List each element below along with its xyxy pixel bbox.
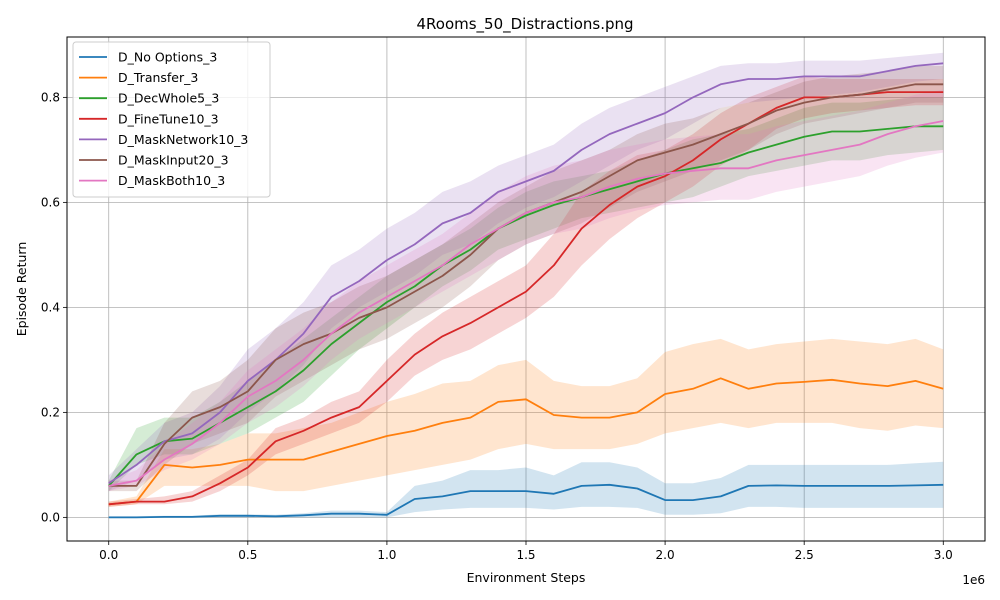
- legend-entry-d-maskinput20-3: D_MaskInput20_3: [79, 153, 229, 168]
- legend-entry-d-transfer-3: D_Transfer_3: [79, 70, 198, 85]
- legend-entry-d-finetune10-3: D_FineTune10_3: [79, 111, 219, 126]
- x-tick-label: 0.5: [238, 548, 257, 562]
- y-tick-label: 0.2: [41, 405, 60, 419]
- x-tick-label: 2.0: [656, 548, 675, 562]
- band-d-maskboth10-3: [108, 89, 944, 492]
- y-tick-label: 0.4: [41, 300, 60, 314]
- x-tick-label: 3.0: [934, 548, 953, 562]
- legend-label: D_No Options_3: [118, 50, 217, 65]
- legend-label: D_MaskBoth10_3: [118, 173, 225, 188]
- legend-entry-d-no-options-3: D_No Options_3: [79, 50, 217, 65]
- x-tick-label: 2.5: [795, 548, 814, 562]
- series-lines: [108, 62, 944, 519]
- legend-label: D_MaskInput20_3: [118, 153, 229, 168]
- band-d-no-options-3: [108, 461, 944, 518]
- series-line-d-no-options-3: [108, 483, 944, 519]
- legend-entry-d-masknetwork10-3: D_MaskNetwork10_3: [79, 132, 248, 147]
- y-tick-label: 0.8: [41, 90, 60, 104]
- y-axis-ticks: 0.0 0.2 0.4 0.6 0.8: [41, 90, 67, 524]
- legend-entry-d-decwhole5-3: D_DecWhole5_3: [79, 91, 219, 106]
- series-line-d-transfer-3: [108, 377, 944, 506]
- legend-label: D_Transfer_3: [118, 70, 198, 85]
- band-d-masknetwork10-3: [108, 52, 944, 492]
- band-d-decwhole5-3: [108, 97, 944, 492]
- x-axis-title: Environment Steps: [467, 570, 586, 585]
- y-axis-title: Episode Return: [14, 242, 29, 337]
- x-axis-offset-label: 1e6: [962, 573, 985, 587]
- legend: D_No Options_3 D_Transfer_3 D_DecWhole5_3 D…: [72, 41, 271, 198]
- chart-title: 4Rooms_50_Distractions.png: [416, 15, 633, 34]
- legend-label: D_DecWhole5_3: [118, 91, 219, 106]
- legend-label: D_FineTune10_3: [118, 111, 219, 126]
- legend-box: [72, 41, 271, 198]
- band-d-maskinput20-3: [108, 65, 944, 492]
- series-line-d-maskboth10-3: [108, 120, 944, 487]
- y-tick-label: 0.6: [41, 195, 60, 209]
- x-axis-ticks: 0.0 0.5 1.0 1.5 2.0 2.5 3.0: [99, 541, 953, 562]
- y-tick-label: 0.0: [41, 510, 60, 524]
- x-tick-label: 0.0: [99, 548, 118, 562]
- series-line-d-masknetwork10-3: [108, 62, 944, 485]
- series-line-d-decwhole5-3: [108, 125, 944, 487]
- legend-label: D_MaskNetwork10_3: [118, 132, 248, 147]
- legend-entry-d-maskboth10-3: D_MaskBoth10_3: [79, 173, 225, 188]
- band-d-transfer-3: [108, 338, 944, 507]
- x-tick-label: 1.0: [377, 548, 396, 562]
- series-line-d-finetune10-3: [108, 91, 944, 506]
- x-tick-label: 1.5: [516, 548, 535, 562]
